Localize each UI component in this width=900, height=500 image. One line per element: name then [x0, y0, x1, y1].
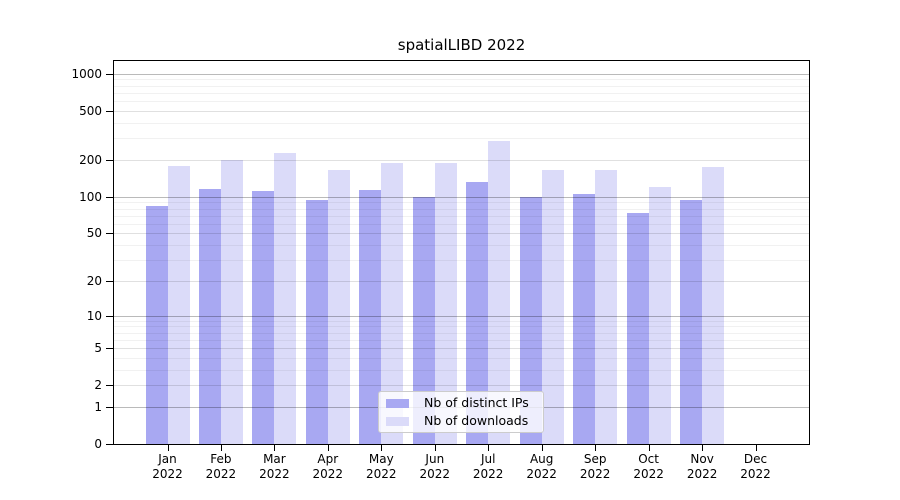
y-tick-label-20: 20 [86, 273, 102, 288]
y-tick-label-200: 200 [79, 152, 102, 167]
x-tick-mark-mar [274, 445, 276, 451]
x-tick-label-jun: Jun 2022 [419, 452, 451, 481]
y-tick-mark-0 [106, 444, 113, 445]
bar-oct-downloads [648, 187, 671, 444]
x-tick-mark-nov [702, 445, 704, 451]
x-tick-label-sep: Sep 2022 [579, 452, 611, 481]
x-tick-mark-aug [541, 445, 543, 451]
y-tick-mark-20 [106, 280, 113, 282]
x-tick-mark-feb [220, 445, 222, 451]
y-tick-label-10: 10 [86, 308, 102, 323]
chart-title: spatialLIBD 2022 [397, 36, 526, 54]
bar-aug-distinct-ips [519, 196, 542, 444]
legend-label-downloads: Nb of downloads [424, 413, 529, 428]
x-tick-label-may: May 2022 [366, 452, 397, 481]
y-tick-label-1000: 1000 [71, 66, 102, 81]
x-tick-mark-jun [434, 445, 436, 451]
y-tick-mark-5 [106, 348, 113, 349]
bar-nov-downloads [702, 167, 725, 444]
bar-feb-distinct-ips [198, 189, 221, 444]
y-tick-mark-1 [106, 406, 113, 408]
bar-may-distinct-ips [359, 190, 382, 444]
legend-label-distinct-ips: Nb of distinct IPs [424, 395, 529, 410]
x-tick-mark-dec [755, 445, 757, 451]
x-tick-mark-jan [167, 445, 169, 451]
y-tick-label-2: 2 [94, 378, 102, 393]
y-tick-label-1: 1 [94, 399, 102, 414]
x-tick-label-aug: Aug 2022 [526, 452, 557, 481]
bar-jul-distinct-ips [466, 182, 489, 444]
legend: Nb of distinct IPs Nb of downloads [378, 391, 544, 433]
bar-jun-distinct-ips [412, 196, 435, 444]
bar-sep-downloads [595, 170, 618, 444]
x-tick-label-mar: Mar 2022 [259, 452, 290, 481]
y-tick-label-100: 100 [79, 189, 102, 204]
bar-oct-distinct-ips [626, 212, 649, 444]
bar-mar-downloads [274, 152, 297, 444]
bars-layer [114, 61, 809, 444]
x-tick-mark-apr [327, 445, 329, 451]
x-tick-label-jan: Jan 2022 [152, 452, 183, 481]
y-tick-mark-1000 [106, 73, 113, 75]
legend-item-downloads: Nb of downloads [386, 414, 543, 428]
y-tick-label-500: 500 [79, 103, 102, 118]
bar-may-downloads [381, 163, 404, 444]
y-tick-mark-10 [106, 315, 113, 317]
legend-swatch-distinct-ips [386, 398, 409, 408]
x-tick-label-feb: Feb 2022 [205, 452, 237, 481]
bar-jun-downloads [434, 162, 457, 444]
x-tick-mark-oct [648, 445, 650, 451]
x-tick-label-jul: Jul 2022 [472, 452, 504, 481]
bar-apr-distinct-ips [305, 200, 328, 444]
y-tick-mark-100 [106, 196, 113, 198]
x-tick-label-oct: Oct 2022 [633, 452, 664, 481]
y-tick-label-0: 0 [94, 437, 102, 451]
x-tick-mark-may [381, 445, 383, 451]
x-tick-label-apr: Apr 2022 [312, 452, 344, 481]
plot-area [113, 60, 810, 445]
bar-apr-downloads [327, 170, 350, 444]
x-tick-mark-jul [488, 445, 490, 451]
legend-item-distinct-ips: Nb of distinct IPs [386, 396, 543, 410]
y-tick-mark-200 [106, 159, 113, 161]
bar-nov-distinct-ips [680, 200, 703, 444]
bar-mar-distinct-ips [252, 190, 275, 444]
x-tick-mark-sep [595, 445, 597, 451]
bar-jul-downloads [488, 141, 511, 444]
bar-jan-distinct-ips [145, 205, 168, 444]
y-tick-label-50: 50 [86, 226, 102, 241]
y-tick-label-5: 5 [94, 341, 102, 355]
legend-swatch-downloads [386, 416, 409, 426]
y-tick-mark-50 [106, 233, 113, 235]
bar-feb-downloads [220, 160, 243, 444]
y-tick-mark-2 [106, 385, 113, 387]
bar-sep-distinct-ips [573, 194, 596, 444]
bar-aug-downloads [541, 170, 564, 444]
x-tick-label-nov: Nov 2022 [686, 452, 718, 481]
x-tick-label-dec: Dec 2022 [740, 452, 771, 481]
y-tick-mark-500 [106, 110, 113, 112]
bar-jan-downloads [167, 166, 190, 444]
